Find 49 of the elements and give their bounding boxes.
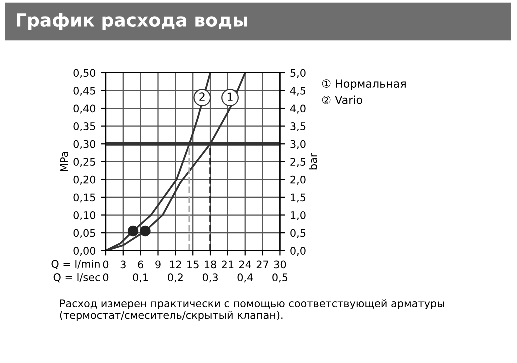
x-tick-label: 0 — [103, 260, 109, 269]
x2-tick-label: 0,5 — [272, 274, 288, 283]
y2-tick-label: 1,0 — [291, 211, 306, 220]
x-tick-label: 24 — [240, 260, 252, 268]
annotation: 1 — [228, 92, 233, 101]
x-tick-label: 3 — [120, 260, 126, 269]
y2-tick-label: 1,5 — [291, 194, 306, 203]
y2-tick-label: 3,5 — [290, 122, 306, 132]
x-tick-label: 27 — [256, 260, 269, 268]
y-tick-label: 0,00 — [74, 247, 96, 256]
y-tick-label: 0,30 — [74, 140, 96, 150]
annotation: 2 — [200, 92, 205, 101]
x2-tick-label: 0,3 — [202, 274, 218, 283]
y2-tick-label: 4,5 — [290, 87, 306, 96]
y2-tick-label: 2,0 — [290, 176, 306, 185]
y2-tick-label: 0,5 — [290, 229, 306, 238]
x2-tick-label: 0,2 — [168, 274, 183, 283]
y-tick-label: 0,35 — [74, 122, 96, 132]
y2-tick-label: 3,0 — [290, 140, 306, 150]
y-tick-label: 0,45 — [74, 86, 96, 96]
y-tick-label: 0,40 — [74, 104, 96, 114]
x2-axis-title: Q = l/sec — [54, 273, 100, 283]
y2-axis-title: bar — [309, 153, 318, 170]
x-tick-label: 21 — [222, 260, 234, 268]
y-tick-label: 0,20 — [74, 176, 96, 185]
y2-tick-label: 5,0 — [290, 69, 306, 78]
chart-title: График расхода воды — [17, 13, 248, 31]
y2-tick-label: 0,0 — [290, 247, 306, 256]
y-tick-label: 0,10 — [74, 211, 96, 220]
x-tick-label: 15 — [188, 260, 199, 269]
x-tick-label: 6 — [138, 260, 144, 269]
x-axis-title: Q = l/min — [52, 260, 100, 270]
x-tick-label: 30 — [274, 260, 286, 269]
x-tick-label: 18 — [205, 260, 216, 269]
y-tick-label: 0,25 — [74, 158, 96, 168]
x-tick-label: 9 — [156, 260, 161, 269]
text: Расход измерен практически с помощью соответствующей арматуры (термостат/смеситель/скрытый клапан). — [60, 300, 444, 322]
y2-tick-label: 4,0 — [290, 104, 306, 114]
text: ① Нормальная — [322, 80, 406, 90]
x2-tick-label: 0,4 — [238, 274, 254, 283]
y-tick-label: 0,05 — [74, 229, 96, 238]
x2-tick-label: 0 — [103, 274, 109, 282]
x-tick-label: 12 — [170, 260, 182, 268]
y-tick-label: 0,50 — [74, 69, 96, 78]
text: ② Vario — [322, 96, 362, 104]
y2-tick-label: 2,5 — [290, 158, 306, 168]
y-axis-title: MPa — [60, 152, 68, 172]
y-tick-label: 0,15 — [74, 194, 96, 203]
x2-tick-label: 0,1 — [133, 274, 148, 283]
